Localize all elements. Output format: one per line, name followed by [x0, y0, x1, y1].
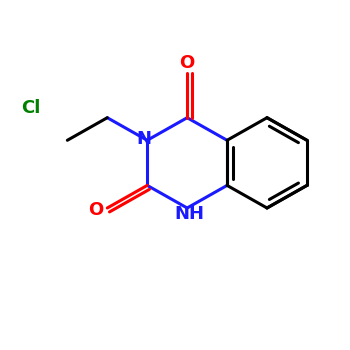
- Text: O: O: [89, 201, 104, 219]
- Text: NH: NH: [174, 205, 204, 223]
- Text: N: N: [136, 130, 151, 148]
- Text: O: O: [180, 54, 195, 72]
- Text: Cl: Cl: [21, 99, 41, 117]
